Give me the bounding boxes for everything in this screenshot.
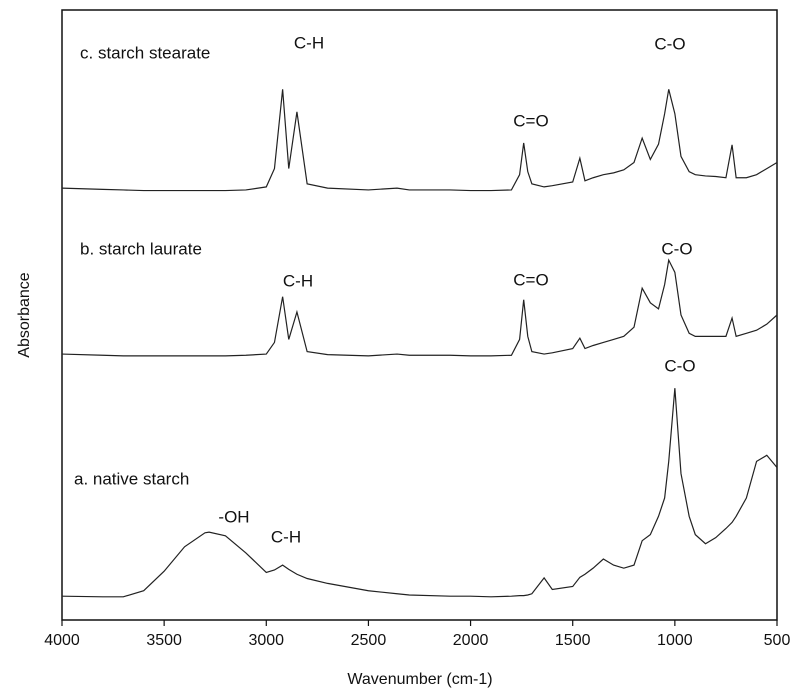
x-tick-label: 2000 — [453, 632, 489, 649]
series-label: c. starch stearate — [80, 43, 210, 62]
peak-label: C-O — [661, 239, 692, 258]
x-axis-label: Wavenumber (cm-1) — [347, 671, 492, 688]
peak-label: C-H — [283, 271, 313, 290]
x-tick-label: 2500 — [351, 632, 387, 649]
peak-label: C=O — [513, 270, 548, 289]
series-label: a. native starch — [74, 469, 189, 488]
peak-label: C-H — [294, 33, 324, 52]
x-tick-label: 3500 — [146, 632, 182, 649]
y-axis-label: Absorbance — [16, 272, 33, 357]
spectrum-line — [61, 258, 778, 357]
x-tick-label: 1000 — [657, 632, 693, 649]
x-tick-label: 4000 — [44, 632, 80, 649]
peak-label: -OH — [218, 507, 249, 526]
peak-label: C=O — [513, 111, 548, 130]
x-tick-label: 3000 — [248, 632, 284, 649]
plot-frame — [61, 9, 778, 621]
spectrum-line — [61, 388, 778, 598]
x-tick-label: 500 — [764, 632, 791, 649]
peak-label: C-H — [271, 527, 301, 546]
spectrum-line — [61, 89, 778, 192]
x-tick-label: 1500 — [555, 632, 591, 649]
peak-label: C-O — [654, 34, 685, 53]
series-label: b. starch laurate — [80, 239, 202, 258]
peak-label: C-O — [664, 356, 695, 375]
